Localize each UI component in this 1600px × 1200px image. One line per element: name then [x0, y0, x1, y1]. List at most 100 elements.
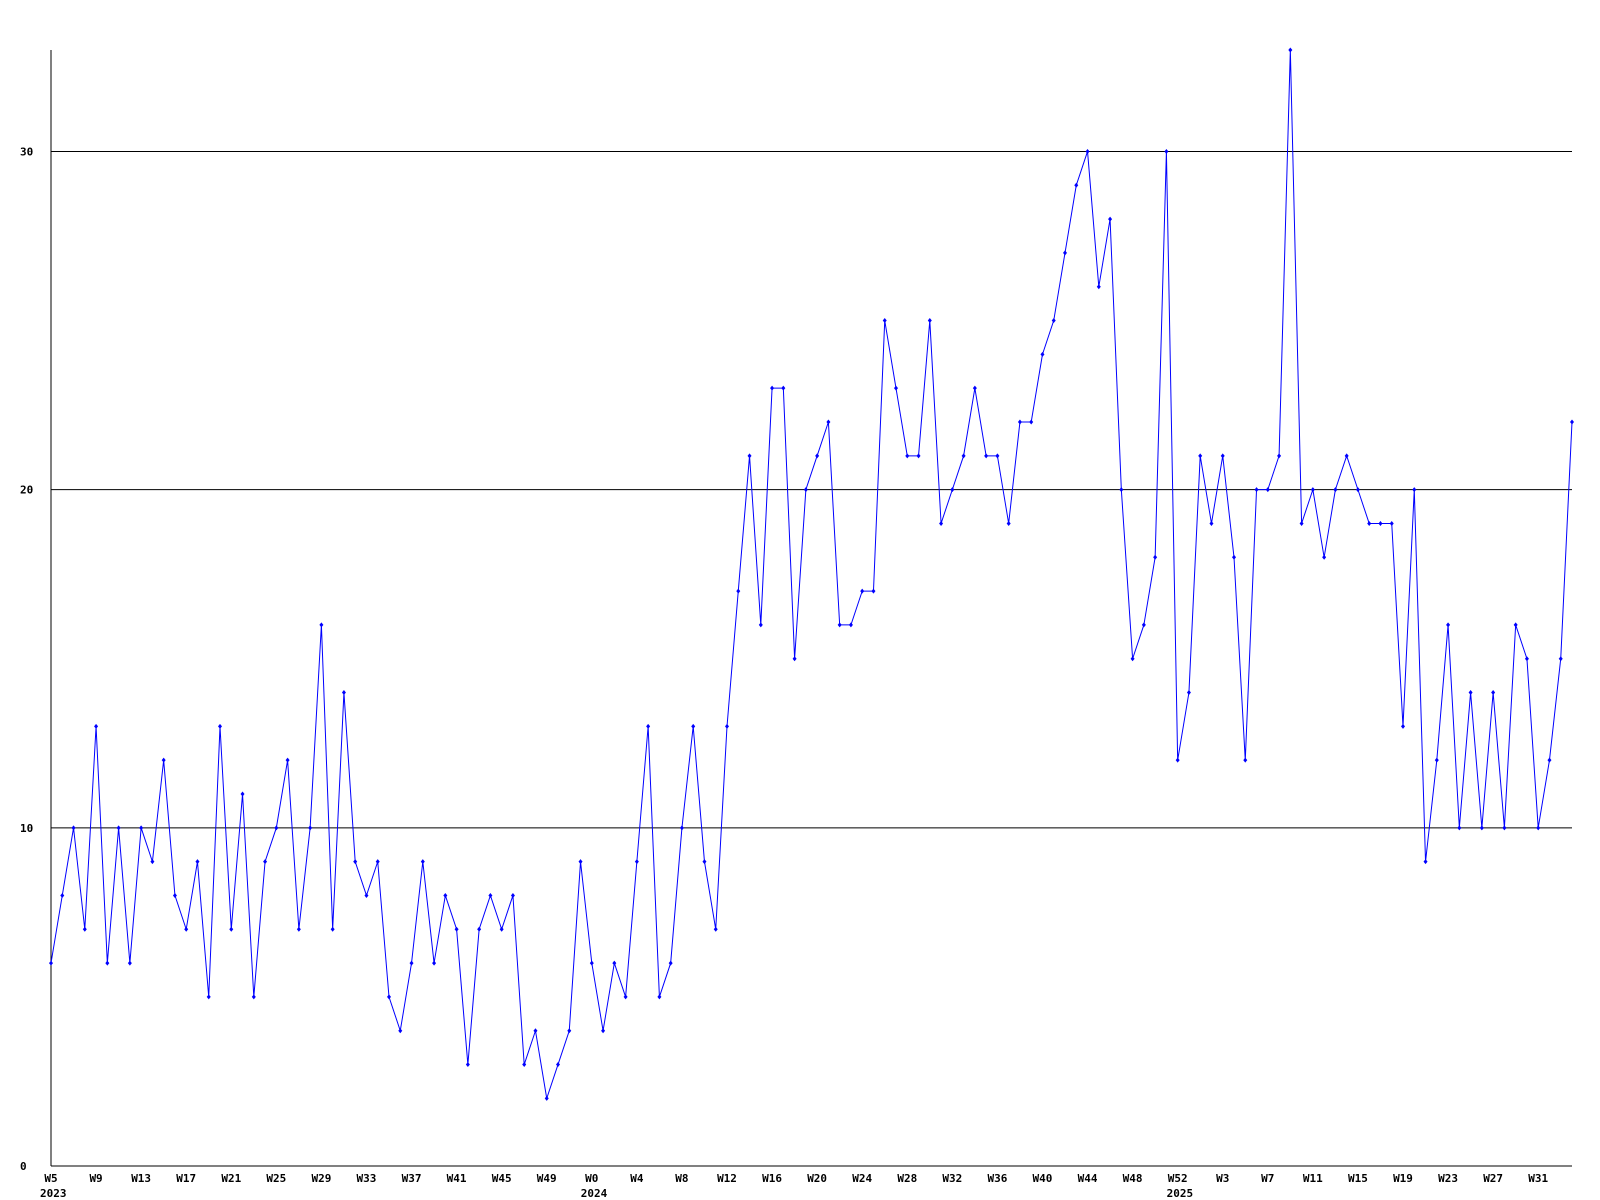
data-point	[1333, 487, 1338, 493]
data-point	[1401, 723, 1405, 729]
data-point	[1423, 859, 1428, 865]
x-tick-label: W4	[630, 1172, 644, 1185]
x-tick-label: W28	[897, 1172, 917, 1185]
data-point	[646, 723, 651, 729]
data-point	[353, 859, 358, 865]
data-point	[871, 588, 876, 594]
data-point	[1175, 757, 1180, 763]
x-tick-label: W0	[585, 1172, 598, 1185]
data-point	[882, 318, 887, 324]
data-point	[916, 453, 921, 459]
data-point	[848, 622, 853, 628]
data-point	[488, 892, 493, 898]
data-point	[803, 487, 808, 493]
data-point	[465, 1062, 470, 1068]
data-point	[781, 385, 786, 391]
data-point	[71, 825, 76, 831]
data-point	[1265, 487, 1270, 493]
x-tick-label: W21	[221, 1172, 241, 1185]
data-point	[49, 960, 53, 966]
data-point	[1434, 757, 1439, 763]
data-point	[894, 385, 898, 391]
x-tick-label: W15	[1348, 1172, 1368, 1185]
x-tick-label: W5	[44, 1172, 57, 1185]
x-tick-label: W23	[1438, 1172, 1458, 1185]
data-point	[713, 926, 718, 932]
data-point	[1468, 690, 1473, 696]
data-point	[1536, 825, 1541, 831]
data-point	[364, 892, 369, 898]
data-point	[1108, 216, 1113, 222]
data-point	[82, 926, 87, 932]
x-tick-label: W13	[131, 1172, 151, 1185]
data-point	[1446, 622, 1451, 628]
data-point	[589, 960, 594, 966]
data-point	[1344, 453, 1349, 459]
x-tick-label: W36	[987, 1172, 1007, 1185]
year-label: 2023	[40, 1187, 67, 1200]
data-point	[477, 926, 482, 932]
data-point	[1006, 520, 1011, 526]
x-tick-label: W44	[1078, 1172, 1098, 1185]
data-point	[1547, 757, 1552, 763]
data-point	[1243, 757, 1248, 763]
x-tick-label: W48	[1123, 1172, 1143, 1185]
data-point	[263, 859, 268, 865]
year-label: 2025	[1167, 1187, 1194, 1200]
data-point	[623, 994, 628, 1000]
data-point	[657, 994, 662, 1000]
x-tick-label: W37	[402, 1172, 422, 1185]
data-point	[240, 791, 245, 797]
data-point	[1119, 487, 1124, 493]
x-tick-label: W33	[357, 1172, 377, 1185]
data-point	[251, 994, 256, 1000]
data-point	[218, 723, 222, 729]
data-point	[826, 419, 831, 425]
data-point	[747, 453, 752, 459]
data-point	[1570, 419, 1574, 425]
data-point	[1457, 825, 1462, 831]
data-point	[995, 453, 1000, 459]
data-point	[94, 723, 99, 729]
data-point	[556, 1062, 560, 1068]
data-point	[1513, 622, 1518, 628]
y-tick-label: 0	[20, 1160, 27, 1173]
x-tick-label: W8	[675, 1172, 688, 1185]
data-point	[172, 892, 177, 898]
data-point	[1502, 825, 1507, 831]
data-point	[116, 825, 121, 831]
x-tick-label: W7	[1261, 1172, 1274, 1185]
data-point	[1130, 656, 1135, 662]
x-tick-label: W11	[1303, 1172, 1323, 1185]
data-point	[184, 926, 189, 932]
x-tick-label: W45	[492, 1172, 512, 1185]
data-point	[1491, 690, 1496, 696]
data-point	[792, 656, 797, 662]
data-point	[432, 960, 437, 966]
data-point	[1040, 351, 1045, 357]
y-tick-label: 10	[20, 822, 33, 835]
data-point	[725, 723, 729, 729]
data-point	[1164, 148, 1169, 154]
data-point	[612, 960, 617, 966]
data-point	[1074, 182, 1079, 188]
data-point	[601, 1028, 606, 1034]
data-point	[1412, 487, 1417, 493]
data-point	[454, 926, 459, 932]
x-tick-label: W31	[1528, 1172, 1548, 1185]
x-tick-label: W3	[1216, 1172, 1229, 1185]
x-tick-label: W16	[762, 1172, 782, 1185]
data-point	[984, 453, 989, 459]
data-point	[815, 453, 820, 459]
y-tick-label: 30	[20, 145, 33, 158]
data-point	[544, 1095, 549, 1101]
data-point	[1141, 622, 1146, 628]
data-point	[837, 622, 842, 628]
data-point	[308, 825, 313, 831]
data-point	[150, 859, 155, 865]
data-point	[950, 487, 955, 493]
data-point	[1232, 554, 1236, 560]
data-point	[770, 385, 775, 391]
x-tick-label: W20	[807, 1172, 827, 1185]
